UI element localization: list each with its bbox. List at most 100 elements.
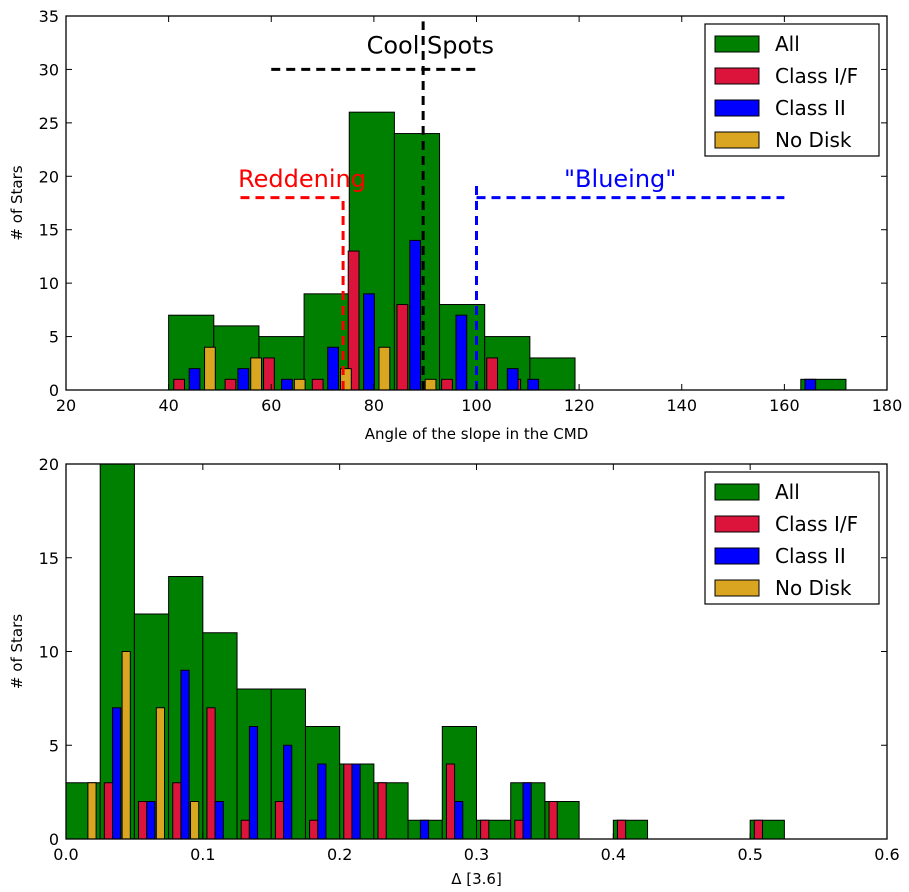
- legend-label-all: All: [775, 480, 800, 504]
- x-tick-label: 20: [56, 396, 76, 415]
- y-tick-label: 10: [39, 274, 59, 293]
- x-tick-label: 180: [872, 396, 903, 415]
- bar-classii-5: [283, 744, 293, 840]
- x-tick-label: 0.3: [464, 845, 489, 864]
- legend-label-classif: Class I/F: [775, 512, 858, 536]
- bar-classii-8: [419, 819, 430, 840]
- legend-label-nodisk: No Disk: [775, 128, 852, 152]
- bar-classii-10: [522, 782, 532, 840]
- bar-classif-5: [274, 801, 285, 840]
- bar-classif-3: [311, 378, 324, 391]
- bar-nodisk-0: [204, 346, 216, 391]
- bar-nodisk-5: [424, 378, 437, 391]
- y-tick-label: 20: [39, 455, 59, 474]
- legend-swatch-nodisk: [714, 579, 760, 597]
- bar-classii-3: [214, 801, 224, 840]
- x-axis-label: Angle of the slope in the CMD: [365, 425, 589, 443]
- x-tick-label: 140: [666, 396, 697, 415]
- legend-label-nodisk: No Disk: [775, 576, 852, 600]
- legend-swatch-classif: [714, 67, 760, 85]
- bar-classif-7: [486, 357, 499, 391]
- bar-classii-7: [351, 763, 361, 840]
- bar-classii-4: [363, 293, 375, 391]
- y-tick-label: 25: [39, 114, 59, 133]
- bar-classii-0: [188, 368, 201, 391]
- legend-label-classif: Class I/F: [775, 64, 858, 88]
- bar-classii-7: [527, 378, 540, 391]
- annotation-0: Cool Spots: [367, 31, 495, 59]
- bar-nodisk-2: [155, 707, 166, 840]
- y-tick-label: 30: [39, 60, 59, 79]
- bar-classii-1: [237, 368, 250, 391]
- legend-swatch-nodisk: [714, 131, 760, 149]
- bar-classii-0: [112, 707, 122, 840]
- legend-swatch-classif: [714, 515, 760, 533]
- legend-label-classii: Class II: [775, 544, 846, 568]
- bar-classif-2: [263, 357, 275, 391]
- y-tick-label: 10: [39, 643, 59, 662]
- x-tick-label: 160: [769, 396, 800, 415]
- bar-classif-1: [224, 378, 237, 391]
- bar-classif-9: [445, 763, 456, 840]
- bar-classii-3: [327, 346, 339, 391]
- bar-nodisk-1: [250, 357, 263, 391]
- bar-classii-6: [317, 763, 327, 840]
- bottom-histogram-panel: 0.0 0.1 0.2 0.3 0.4 0.5 0.6 0 5 10 15 20 Δ [3.6] # of…: [8, 455, 900, 888]
- x-tick-label: 0.0: [53, 845, 78, 864]
- legend-swatch-classii: [714, 547, 760, 565]
- x-tick-label: 120: [564, 396, 595, 415]
- legend-swatch-all: [714, 483, 760, 501]
- legend-label-classii: Class II: [775, 96, 846, 120]
- legend-swatch-classii: [714, 99, 760, 117]
- bar-nodisk-0: [87, 782, 97, 840]
- x-tick-label: 0.2: [327, 845, 352, 864]
- bar-classif-13: [616, 819, 627, 840]
- bar-classii-9: [454, 801, 464, 840]
- y-tick-label: 5: [49, 328, 59, 347]
- bar-classif-10: [480, 819, 490, 840]
- bar-classif-14: [753, 819, 763, 840]
- bar-classii-6: [455, 314, 468, 391]
- y-tick-label: 20: [39, 167, 59, 186]
- bar-classii-4: [248, 726, 259, 840]
- x-tick-label: 0.4: [601, 845, 626, 864]
- y-axis-label: # of Stars: [8, 614, 26, 689]
- bar-classii-9: [804, 378, 817, 391]
- bar-classif-2: [172, 782, 182, 840]
- y-tick-label: 5: [49, 736, 59, 755]
- bar-classif-7: [343, 763, 353, 840]
- bar-classii-2: [281, 378, 293, 391]
- bar-classif-6: [441, 378, 453, 391]
- x-tick-label: 0.1: [190, 845, 215, 864]
- bar-classif-11: [514, 819, 524, 840]
- bar-classif-12: [548, 801, 558, 840]
- y-tick-label: 0: [49, 830, 59, 849]
- bar-classif-3: [206, 707, 216, 840]
- y-tick-label: 15: [39, 549, 59, 568]
- y-tick-label: 15: [39, 221, 59, 240]
- bar-classif-0: [173, 378, 186, 391]
- bar-classii-1: [146, 801, 156, 840]
- x-tick-label: 0.5: [737, 845, 762, 864]
- bar-classii-8: [506, 368, 519, 391]
- annotation-2: "Blueing": [564, 165, 676, 193]
- x-tick-label: 60: [261, 396, 281, 415]
- bar-nodisk-2: [293, 378, 306, 391]
- legend: All Class I/F Class II No Disk: [704, 471, 880, 605]
- bar-classif-6: [309, 819, 319, 840]
- x-axis-label: Δ [3.6]: [451, 870, 502, 888]
- bar-classii-5: [409, 239, 422, 391]
- bar-classif-1: [138, 801, 148, 840]
- y-tick-label: 35: [39, 7, 59, 26]
- bar-classif-4: [240, 819, 250, 840]
- annotation-1: Reddening: [238, 165, 366, 193]
- x-tick-label: 100: [461, 396, 492, 415]
- y-axis-label: # of Stars: [8, 165, 26, 240]
- bar-nodisk-4: [378, 346, 391, 391]
- bar-classif-8: [377, 782, 387, 840]
- bar-classif-0: [103, 782, 114, 840]
- x-tick-label: 80: [364, 396, 384, 415]
- y-tick-label: 0: [49, 381, 59, 400]
